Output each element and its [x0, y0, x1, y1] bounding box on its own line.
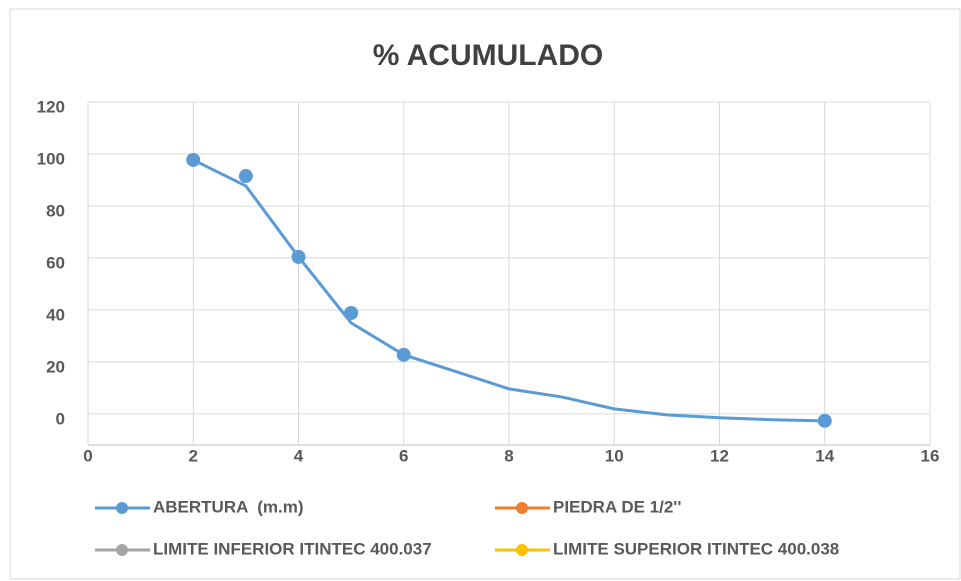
y-tick-label: 100 [37, 149, 65, 168]
legend-marker [516, 544, 528, 556]
data-point [817, 413, 832, 428]
legend-marker [516, 502, 528, 514]
y-tick-label: 20 [46, 357, 65, 376]
chart-title: % ACUMULADO [373, 39, 604, 72]
legend-label: ABERTURA (m.m) [153, 497, 303, 516]
y-tick-label: 60 [46, 253, 65, 272]
x-tick-label: 14 [815, 446, 834, 465]
x-tick-label: 10 [605, 446, 624, 465]
y-tick-label: 0 [56, 409, 65, 428]
y-tick-label: 80 [46, 201, 65, 220]
x-tick-label: 0 [83, 446, 92, 465]
y-tick-label: 120 [37, 97, 65, 116]
x-tick-label: 4 [294, 446, 304, 465]
legend-label: PIEDRA DE 1/2'' [553, 497, 681, 516]
legend-label: LIMITE INFERIOR ITINTEC 400.037 [153, 539, 432, 558]
y-tick-label: 40 [46, 305, 65, 324]
data-point [186, 152, 201, 167]
x-tick-label: 8 [504, 446, 513, 465]
data-point [396, 347, 411, 362]
legend-label: LIMITE SUPERIOR ITINTEC 400.038 [553, 539, 839, 558]
x-tick-label: 16 [921, 446, 940, 465]
x-tick-label: 12 [710, 446, 729, 465]
legend-marker [116, 544, 128, 556]
x-tick-label: 6 [399, 446, 408, 465]
data-point [344, 305, 359, 320]
x-tick-label: 2 [189, 446, 198, 465]
data-point [291, 249, 306, 264]
data-point [238, 169, 253, 184]
chart-border [9, 8, 961, 580]
legend-marker [116, 502, 128, 514]
